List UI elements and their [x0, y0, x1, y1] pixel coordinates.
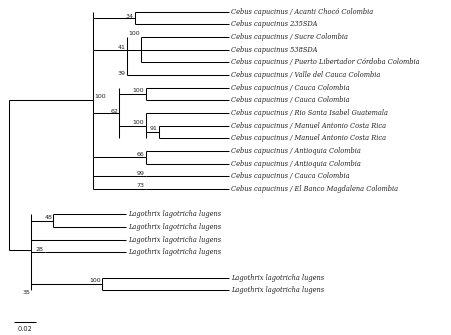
Text: 39: 39 — [118, 71, 126, 76]
Text: 41: 41 — [118, 45, 126, 50]
Text: 99: 99 — [137, 171, 144, 176]
Text: 100: 100 — [129, 31, 140, 36]
Text: 100: 100 — [133, 120, 144, 125]
Text: Cebus capucinus / El Banco Magdalena Colombia: Cebus capucinus / El Banco Magdalena Col… — [231, 185, 398, 193]
Text: 100: 100 — [89, 278, 101, 283]
Text: 100: 100 — [133, 88, 144, 93]
Text: Cebus capucinus 235SDA: Cebus capucinus 235SDA — [231, 20, 318, 28]
Text: Cebus capucinus / Antioquia Colombia: Cebus capucinus / Antioquia Colombia — [231, 147, 361, 155]
Text: Cebus capucinus / Puerto Libertador Córdoba Colombia: Cebus capucinus / Puerto Libertador Córd… — [231, 58, 420, 66]
Text: 62: 62 — [110, 109, 118, 114]
Text: 91: 91 — [150, 126, 158, 131]
Text: Cebus capucinus / Antioquia Colombia: Cebus capucinus / Antioquia Colombia — [231, 159, 361, 168]
Text: 100: 100 — [94, 94, 106, 99]
Text: 0.02: 0.02 — [17, 326, 32, 332]
Text: 35: 35 — [23, 290, 30, 294]
Text: Lagothrix lagotricha lugens: Lagothrix lagotricha lugens — [231, 286, 324, 294]
Text: 28: 28 — [36, 247, 43, 252]
Text: 73: 73 — [137, 183, 144, 188]
Text: Cebus capucinus 538SDA: Cebus capucinus 538SDA — [231, 46, 318, 54]
Text: Cebus capucinus / Sucre Colombia: Cebus capucinus / Sucre Colombia — [231, 33, 348, 41]
Text: Cebus capucinus / Valle del Cauca Colombia: Cebus capucinus / Valle del Cauca Colomb… — [231, 71, 381, 79]
Text: Cebus capucinus / Rio Santa Isabel Guatemala: Cebus capucinus / Rio Santa Isabel Guate… — [231, 109, 388, 117]
Text: 66: 66 — [137, 152, 144, 157]
Text: Lagothrix lagotricha lugens: Lagothrix lagotricha lugens — [128, 223, 221, 231]
Text: Cebus capucinus / Cauca Colombia: Cebus capucinus / Cauca Colombia — [231, 84, 350, 92]
Text: Lagothrix lagotricha lugens: Lagothrix lagotricha lugens — [231, 274, 324, 282]
Text: 48: 48 — [44, 215, 52, 220]
Text: Cebus capucinus / Cauca Colombia: Cebus capucinus / Cauca Colombia — [231, 172, 350, 180]
Text: Cebus capucinus / Manuel Antonio Costa Rica: Cebus capucinus / Manuel Antonio Costa R… — [231, 122, 387, 130]
Text: Lagothrix lagotricha lugens: Lagothrix lagotricha lugens — [128, 236, 221, 244]
Text: Cebus capucinus / Acanti Chocó Colombia: Cebus capucinus / Acanti Chocó Colombia — [231, 8, 373, 16]
Text: Lagothrix lagotricha lugens: Lagothrix lagotricha lugens — [128, 248, 221, 256]
Text: Cebus capucinus / Manuel Antonio Costa Rica: Cebus capucinus / Manuel Antonio Costa R… — [231, 134, 387, 142]
Text: Cebus capucinus / Cauca Colombia: Cebus capucinus / Cauca Colombia — [231, 96, 350, 104]
Text: Lagothrix lagotricha lugens: Lagothrix lagotricha lugens — [128, 210, 221, 218]
Text: 34: 34 — [125, 14, 133, 19]
